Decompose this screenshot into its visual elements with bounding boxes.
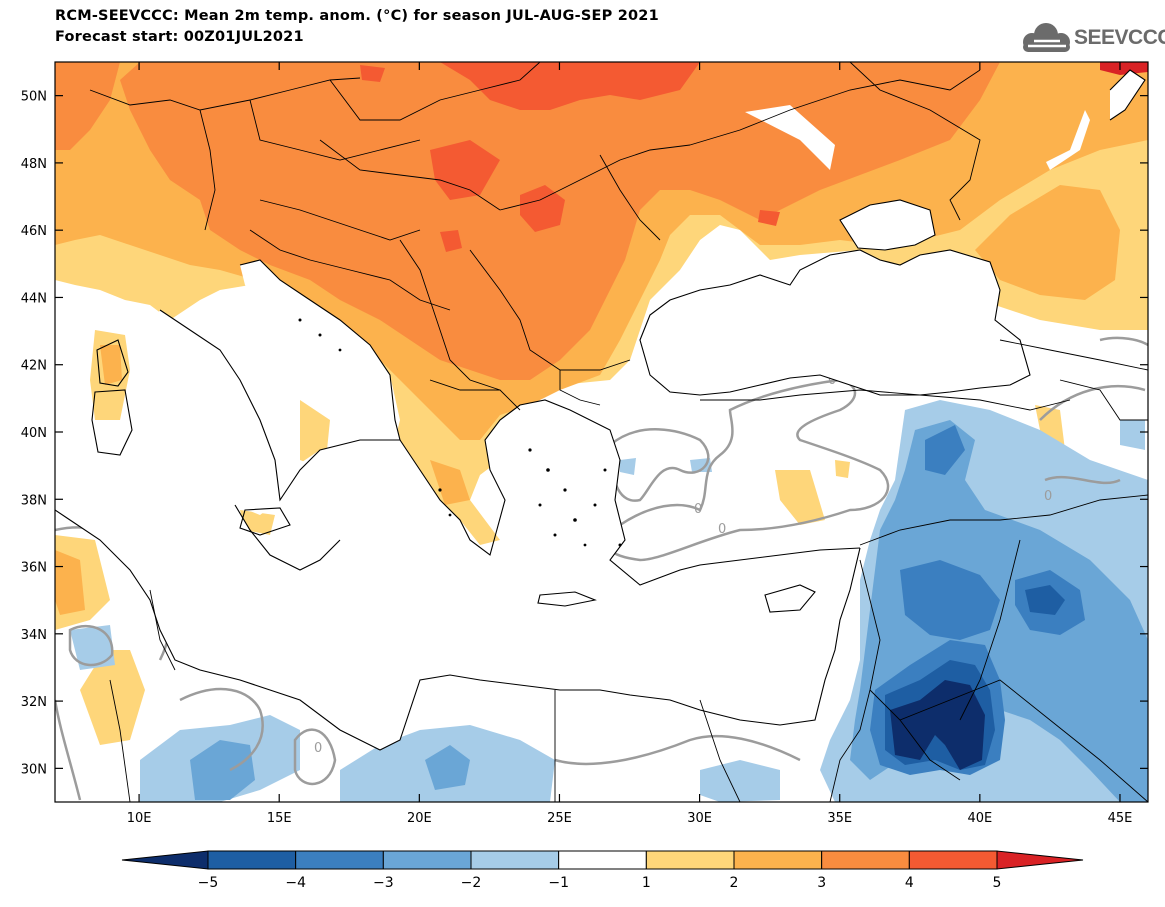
lat-tick-label: 40N [21,426,47,441]
map-axes: 10E 15E 20E 25E 30E 35E 40E 45E 30N 32N 34N 36N 38N 4… [21,62,1148,826]
azov-sea [840,200,935,250]
anomaly-region-4to5 [440,62,700,110]
lat-tick-label: 30N [21,762,47,777]
lat-tick-label: 50N [21,90,47,105]
country-borders [89,62,1148,802]
lon-tick-label: 25E [547,811,572,826]
anomaly-field: 0 0 0 0 0 [55,62,1148,802]
colorbar-label: 3 [817,875,826,891]
colorbar-label: −3 [373,875,394,891]
anomaly-region-m3tom4 [925,425,965,475]
adriatic-sea [240,260,400,440]
mediterranean-sea [55,450,865,750]
cloud-icon [1023,23,1070,52]
colorbar-bin [121,850,209,870]
zero-contour-label: 0 [1044,489,1052,504]
seevccc-logo: SEEVCCC [1074,26,1165,49]
colorbar-bin [733,850,823,870]
forecast-start-label: Forecast start: 00Z01JUL2021 [55,29,304,45]
colorbar-label: −2 [461,875,482,891]
coastlines [55,69,1146,751]
lat-tick-label: 38N [21,493,47,508]
lon-tick-label: 15E [267,811,292,826]
reservoir [745,105,835,170]
colorbar-bin [470,850,560,870]
lon-tick-label: 35E [827,811,852,826]
colorbar-label: 1 [642,875,651,891]
anomaly-region-ltm5 [890,680,985,770]
map-title: RCM-SEEVCCC: Mean 2m temp. anom. (°C) fo… [55,8,659,24]
colorbar-bin [295,850,384,870]
lat-tick-label: 48N [21,157,47,172]
zero-contour-label: 0 [694,502,702,517]
caspian-edge [1110,70,1145,120]
colorbar-bin [821,850,910,870]
lon-tick-label: 10E [127,811,152,826]
lon-tick-label: 45E [1108,811,1133,826]
colorbar-label: −1 [548,875,569,891]
lon-tick-label: 20E [407,811,432,826]
lat-tick-label: 42N [21,359,47,374]
lat-tick-label: 44N [21,291,47,306]
colorbar-bin [996,850,1084,870]
colorbar-bin [558,850,647,870]
islands [298,318,622,547]
zero-contour-label: 0 [718,522,726,537]
black-sea [640,250,1030,395]
tyrrhenian-sea [135,310,280,515]
zero-contour-label: 0 [314,741,322,756]
colorbar-label: 2 [730,875,739,891]
colorbar-label: 5 [993,875,1002,891]
colorbar-bin [645,850,735,870]
colorbar-bin [382,850,472,870]
lon-tick-label: 30E [687,811,712,826]
colorbar: −5 −4 −3 −2 −1 1 2 3 4 5 [121,850,1084,891]
colorbar-label: −4 [285,875,306,891]
colorbar-bin [908,850,998,870]
colorbar-label: −5 [198,875,219,891]
colorbar-bin [207,850,297,870]
ionian-sea [280,440,470,560]
colorbar-label: 4 [905,875,914,891]
aegean-sea [485,400,625,580]
lat-tick-label: 46N [21,224,47,239]
lat-tick-label: 32N [21,695,47,710]
lon-tick-label: 40E [967,811,992,826]
zero-contour-label: 0 [828,373,836,388]
reservoir [1046,110,1090,170]
seas [55,70,1145,750]
lat-tick-label: 36N [21,561,47,576]
lat-tick-label: 34N [21,628,47,643]
